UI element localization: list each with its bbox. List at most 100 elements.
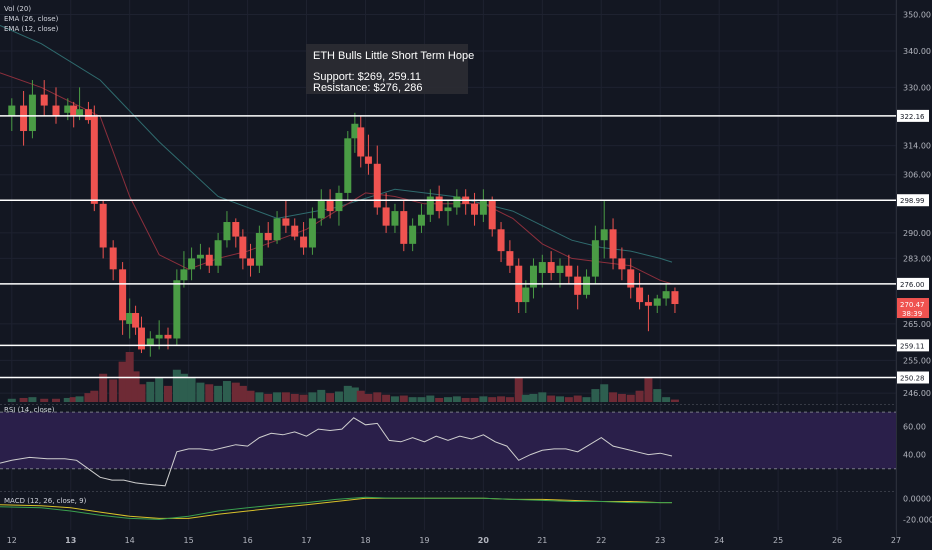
price-tick: 314.00 bbox=[903, 142, 931, 151]
volume-bar bbox=[356, 390, 365, 402]
volume-bar bbox=[109, 379, 118, 402]
candle-body bbox=[435, 196, 443, 212]
volume-bar bbox=[514, 377, 523, 402]
volume-bar bbox=[19, 397, 28, 402]
volume-bar bbox=[609, 392, 618, 402]
level-label: 250.28 bbox=[900, 375, 925, 383]
candle-body bbox=[627, 269, 635, 288]
level-label-bg bbox=[897, 371, 929, 384]
candle-body bbox=[400, 211, 408, 244]
rsi-label[interactable]: RSI (14, close) bbox=[4, 406, 55, 414]
volume-bar bbox=[238, 385, 247, 402]
time-tick: 24 bbox=[714, 536, 724, 545]
macd-pane: 0.0000 -20.0000 bbox=[0, 494, 932, 524]
volume-bar bbox=[626, 394, 635, 402]
price-tick: 340.00 bbox=[903, 47, 931, 56]
candle-body bbox=[137, 327, 145, 350]
volume-bar bbox=[40, 398, 49, 402]
volume-bar bbox=[444, 397, 452, 402]
candle-body bbox=[565, 265, 573, 277]
volume-bar bbox=[187, 377, 196, 402]
time-tick: 15 bbox=[184, 536, 194, 545]
rsi-line bbox=[0, 417, 673, 487]
candle-body bbox=[326, 200, 334, 212]
volume-bar bbox=[334, 391, 343, 402]
candle-body bbox=[99, 203, 107, 248]
time-tick: 27 bbox=[891, 536, 901, 545]
level-label: 298.99 bbox=[900, 197, 925, 205]
candle-body bbox=[40, 94, 48, 106]
candle-body bbox=[146, 338, 154, 346]
price-tick: 283.00 bbox=[903, 254, 931, 263]
candle-body bbox=[488, 200, 496, 230]
candle-body bbox=[497, 229, 505, 252]
macd-label[interactable]: MACD (12, 26, close, 9) bbox=[4, 497, 87, 505]
volume-bar bbox=[196, 382, 205, 402]
volume-bar bbox=[273, 392, 282, 402]
volume-bar bbox=[308, 392, 317, 402]
level-label: 322.16 bbox=[900, 113, 925, 121]
candle-body bbox=[255, 232, 263, 266]
volume-bar bbox=[52, 398, 60, 402]
candle-body bbox=[547, 262, 555, 273]
candle-body bbox=[317, 200, 325, 219]
volume-bar bbox=[497, 396, 506, 402]
candle-body bbox=[90, 116, 98, 204]
volume-bar bbox=[635, 390, 644, 402]
time-tick: 13 bbox=[65, 536, 76, 545]
time-tick: 25 bbox=[773, 536, 783, 545]
candle-body bbox=[64, 105, 72, 113]
volume-bar bbox=[382, 394, 391, 402]
candle-body bbox=[84, 109, 92, 121]
candle-body bbox=[479, 200, 487, 215]
candle-body bbox=[426, 196, 434, 215]
volume-bar bbox=[521, 394, 530, 402]
volume-bar bbox=[118, 361, 127, 402]
candle-body bbox=[344, 138, 352, 193]
price-tick: 306.00 bbox=[903, 171, 931, 180]
candle-body bbox=[164, 334, 172, 339]
price-tick: 290.00 bbox=[903, 229, 931, 238]
volume-bar bbox=[364, 393, 373, 402]
price-tick: 265.00 bbox=[903, 320, 931, 329]
last-price-countdown: 38:39 bbox=[902, 310, 922, 318]
annotation-box[interactable]: ETH Bulls Little Short Term Hope Support… bbox=[306, 44, 474, 94]
candle-body bbox=[223, 222, 231, 241]
candle-body bbox=[444, 207, 452, 212]
macd-tick: -20.0000 bbox=[903, 515, 932, 524]
volume-bar bbox=[205, 384, 214, 402]
volume-bar bbox=[255, 392, 264, 402]
candle-body bbox=[591, 240, 599, 277]
candle-body bbox=[300, 236, 308, 248]
candle-body bbox=[239, 236, 247, 259]
legend-vol[interactable]: Vol (20) bbox=[4, 5, 31, 13]
volume-bar bbox=[350, 387, 359, 402]
candle-body bbox=[180, 269, 188, 281]
candle-body bbox=[132, 313, 140, 328]
volume-bar bbox=[582, 397, 591, 402]
volume-bar bbox=[214, 385, 223, 402]
price-tick: 350.00 bbox=[903, 11, 931, 20]
candle-body bbox=[522, 287, 530, 303]
candle-body bbox=[538, 262, 546, 273]
candle-body bbox=[232, 222, 240, 237]
legend-ema12[interactable]: EMA (12, close) bbox=[4, 25, 59, 33]
volume-bar bbox=[164, 385, 172, 402]
candle-body bbox=[506, 251, 514, 266]
candle-body bbox=[20, 105, 28, 132]
volume-bar bbox=[90, 390, 99, 402]
level-label-bg bbox=[897, 109, 929, 122]
annotation-title: ETH Bulls Little Short Term Hope bbox=[313, 50, 474, 62]
macd-line bbox=[0, 496, 672, 520]
volume-bar bbox=[435, 397, 444, 402]
legend-ema26[interactable]: EMA (26, close) bbox=[4, 15, 59, 23]
volume-bar bbox=[452, 396, 461, 402]
volume-bar bbox=[290, 393, 299, 402]
candle-body bbox=[282, 218, 290, 226]
volume-bar bbox=[264, 393, 273, 402]
candle-body bbox=[417, 214, 425, 226]
rsi-tick: 40.00 bbox=[903, 451, 926, 460]
volume-bar bbox=[172, 369, 181, 402]
candle-body bbox=[529, 265, 537, 288]
